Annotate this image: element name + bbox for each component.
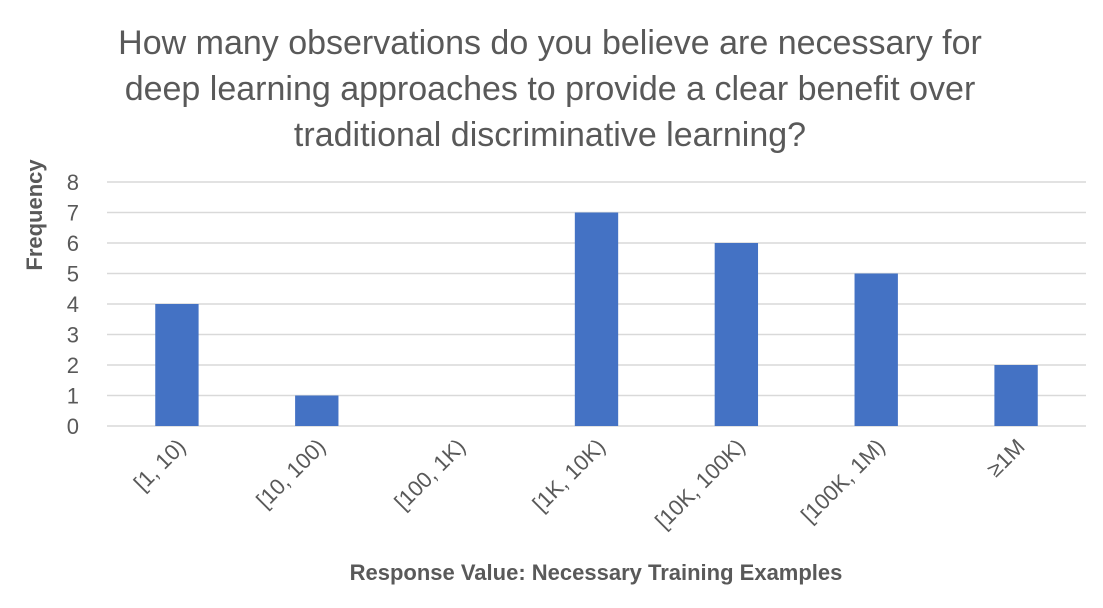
bar-1 xyxy=(295,395,339,426)
y-tick-label-3: 3 xyxy=(67,323,79,348)
x-tick-label-1: [10, 100) xyxy=(251,434,330,513)
x-axis-title: Response Value: Necessary Training Examp… xyxy=(350,560,843,585)
bar-6 xyxy=(994,365,1038,426)
y-tick-label-6: 6 xyxy=(67,231,79,256)
bars xyxy=(155,212,1038,426)
bar-4 xyxy=(714,243,759,426)
y-tick-label-8: 8 xyxy=(67,170,79,195)
x-tick-labels: [1, 10) [10, 100) [100, 1K) [1K, 10K) [10K, … xyxy=(129,434,1030,534)
x-tick-label-6: ≥1M xyxy=(982,434,1030,482)
y-tick-label-1: 1 xyxy=(67,384,79,409)
bar-5 xyxy=(854,273,898,426)
y-tick-label-4: 4 xyxy=(67,292,79,317)
bar-3 xyxy=(574,212,619,426)
y-tick-label-0: 0 xyxy=(67,414,79,439)
y-tick-labels: 0 1 2 3 4 5 6 7 8 xyxy=(67,170,79,439)
bar-0 xyxy=(155,304,199,426)
x-tick-label-0: [1, 10) xyxy=(129,434,191,496)
x-tick-label-5: [100K, 1M) xyxy=(796,434,890,528)
y-tick-label-2: 2 xyxy=(67,353,79,378)
chart-title-line-2: deep learning approaches to provide a cl… xyxy=(124,70,976,108)
x-tick-label-4: [10K, 100K) xyxy=(650,434,750,534)
x-tick-label-2: [100, 1K) xyxy=(389,434,470,515)
chart-title-line-3: traditional discriminative learning? xyxy=(293,116,807,154)
y-tick-label-7: 7 xyxy=(67,201,79,226)
y-axis-title: Frequency xyxy=(22,159,47,271)
chart-title: How many observations do you believe are… xyxy=(50,20,1050,158)
chart-title-line-1: How many observations do you believe are… xyxy=(118,24,982,62)
x-tick-label-3: [1K, 10K) xyxy=(528,434,611,517)
y-tick-label-5: 5 xyxy=(67,262,79,287)
